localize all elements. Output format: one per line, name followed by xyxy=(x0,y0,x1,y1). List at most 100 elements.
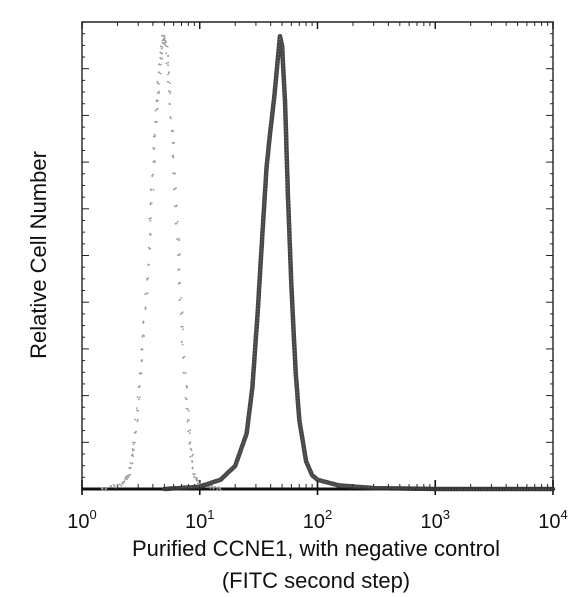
series-negative-control-point xyxy=(144,306,147,309)
series-negative-control-point xyxy=(124,477,127,479)
series-negative-control-point xyxy=(189,447,192,450)
x-tick-label: 100 xyxy=(67,507,96,533)
series-negative-control-point xyxy=(128,467,131,469)
series-negative-control-point xyxy=(158,82,160,85)
series-negative-control-point xyxy=(125,475,128,478)
series-negative-control-point xyxy=(180,340,183,343)
series-negative-control-point xyxy=(120,484,123,487)
series-negative-control-point xyxy=(146,292,149,295)
series-negative-control-point xyxy=(136,420,139,423)
minor-ticks xyxy=(82,22,553,489)
series-negative-control-point xyxy=(167,64,169,67)
series-negative-control-point xyxy=(220,489,222,491)
series-negative-control-point xyxy=(216,489,219,491)
series-negative-control-point xyxy=(160,57,162,60)
series-negative-control-point xyxy=(148,247,151,250)
series-negative-control-point xyxy=(165,62,168,65)
series-negative-control-point xyxy=(188,442,191,445)
series-negative-control-point xyxy=(184,397,187,399)
series-negative-control-point xyxy=(152,173,155,176)
series-negative-control-point xyxy=(150,189,153,192)
series-negative-control-point xyxy=(148,217,151,220)
series-negative-control-point xyxy=(167,61,170,64)
series-negative-control-point xyxy=(167,73,169,76)
series-negative-control-point xyxy=(130,454,133,457)
series-negative-control-point xyxy=(182,328,185,331)
series-negative-control-point xyxy=(168,71,170,73)
series-negative-control-point xyxy=(123,480,126,483)
series-negative-control-point xyxy=(185,385,188,387)
series-negative-control-point xyxy=(188,432,191,435)
series-negative-control-point xyxy=(183,355,186,358)
series-negative-control-point xyxy=(186,408,189,410)
series-negative-control-point xyxy=(167,90,170,92)
series-negative-control-point xyxy=(153,161,156,164)
series-negative-control-point xyxy=(141,348,144,351)
series-negative-control-point xyxy=(132,441,135,444)
series-negative-control-point xyxy=(101,488,104,490)
series-negative-control-point xyxy=(136,396,139,398)
series-negative-control-point xyxy=(175,222,178,225)
series-negative-control-point xyxy=(162,39,165,41)
series-negative-control-point xyxy=(189,441,192,443)
series-negative-control-point xyxy=(161,46,164,48)
series-negative-control-point xyxy=(131,449,134,452)
series-negative-control-point xyxy=(172,172,175,174)
series-negative-control-point xyxy=(185,398,188,401)
series-negative-control-point xyxy=(160,63,162,66)
series-negative-control-point xyxy=(178,237,180,240)
series-negative-control-point xyxy=(137,386,140,388)
x-tick-label: 104 xyxy=(538,507,567,533)
series-negative-control-point xyxy=(161,34,163,37)
series-negative-control-point xyxy=(218,487,221,489)
series-negative-control-point xyxy=(191,455,194,457)
series-negative-control-point xyxy=(140,372,143,375)
series-negative-control-point xyxy=(159,45,162,48)
series-negative-control-point xyxy=(179,299,181,301)
series-negative-control-point xyxy=(195,478,198,481)
series-negative-control-point xyxy=(131,462,134,465)
series-negative-control xyxy=(100,34,222,491)
series-negative-control-point xyxy=(126,478,128,481)
series-negative-control-point xyxy=(137,409,140,412)
series-negative-control-point xyxy=(144,293,147,296)
series-negative-control-point xyxy=(184,372,187,375)
series-negative-control-point xyxy=(157,100,159,102)
series-negative-control-point xyxy=(112,484,115,486)
series-negative-control-point xyxy=(140,360,143,363)
series-negative-control-point xyxy=(175,205,177,208)
series-negative-control-point xyxy=(191,467,194,470)
series-negative-control-point xyxy=(159,72,162,75)
series-negative-control-point xyxy=(156,92,159,94)
series-negative-control-point xyxy=(170,117,172,120)
series-negative-control-point xyxy=(170,130,173,133)
series-negative-control-point xyxy=(158,90,160,93)
series-negative-control-point xyxy=(142,322,145,324)
series-negative-control-point xyxy=(187,409,190,412)
series-negative-control-point xyxy=(192,453,194,456)
series-negative-control-point xyxy=(153,133,156,136)
series-negative-control-point xyxy=(131,448,134,450)
series-negative-control-point xyxy=(172,154,175,157)
series-negative-control-point xyxy=(158,92,161,94)
series-negative-control-point xyxy=(165,41,168,44)
series-negative-control-point xyxy=(186,419,189,421)
series-negative-control-point xyxy=(150,233,152,236)
series-negative-control-point xyxy=(157,71,160,74)
series-negative-control-point xyxy=(158,63,160,66)
x-tick-labels: 100 101 102 103 104 xyxy=(67,507,567,533)
series-negative-control-point xyxy=(161,42,164,44)
series-negative-control-point xyxy=(187,430,190,433)
series-negative-control-point xyxy=(117,484,120,487)
series-negative-control-point xyxy=(110,485,112,487)
series-negative-control-point xyxy=(178,239,181,242)
series-negative-control-point xyxy=(177,268,180,271)
series-negative-control-point xyxy=(172,130,175,132)
series-negative-control-point xyxy=(129,473,132,476)
series-negative-control-point xyxy=(160,52,163,54)
series-negative-control-point xyxy=(172,156,175,159)
series-negative-control-point xyxy=(156,121,159,123)
series-negative-control-point xyxy=(194,473,196,476)
series-negative-control-point xyxy=(105,488,107,490)
series-negative-control-point xyxy=(146,278,149,280)
